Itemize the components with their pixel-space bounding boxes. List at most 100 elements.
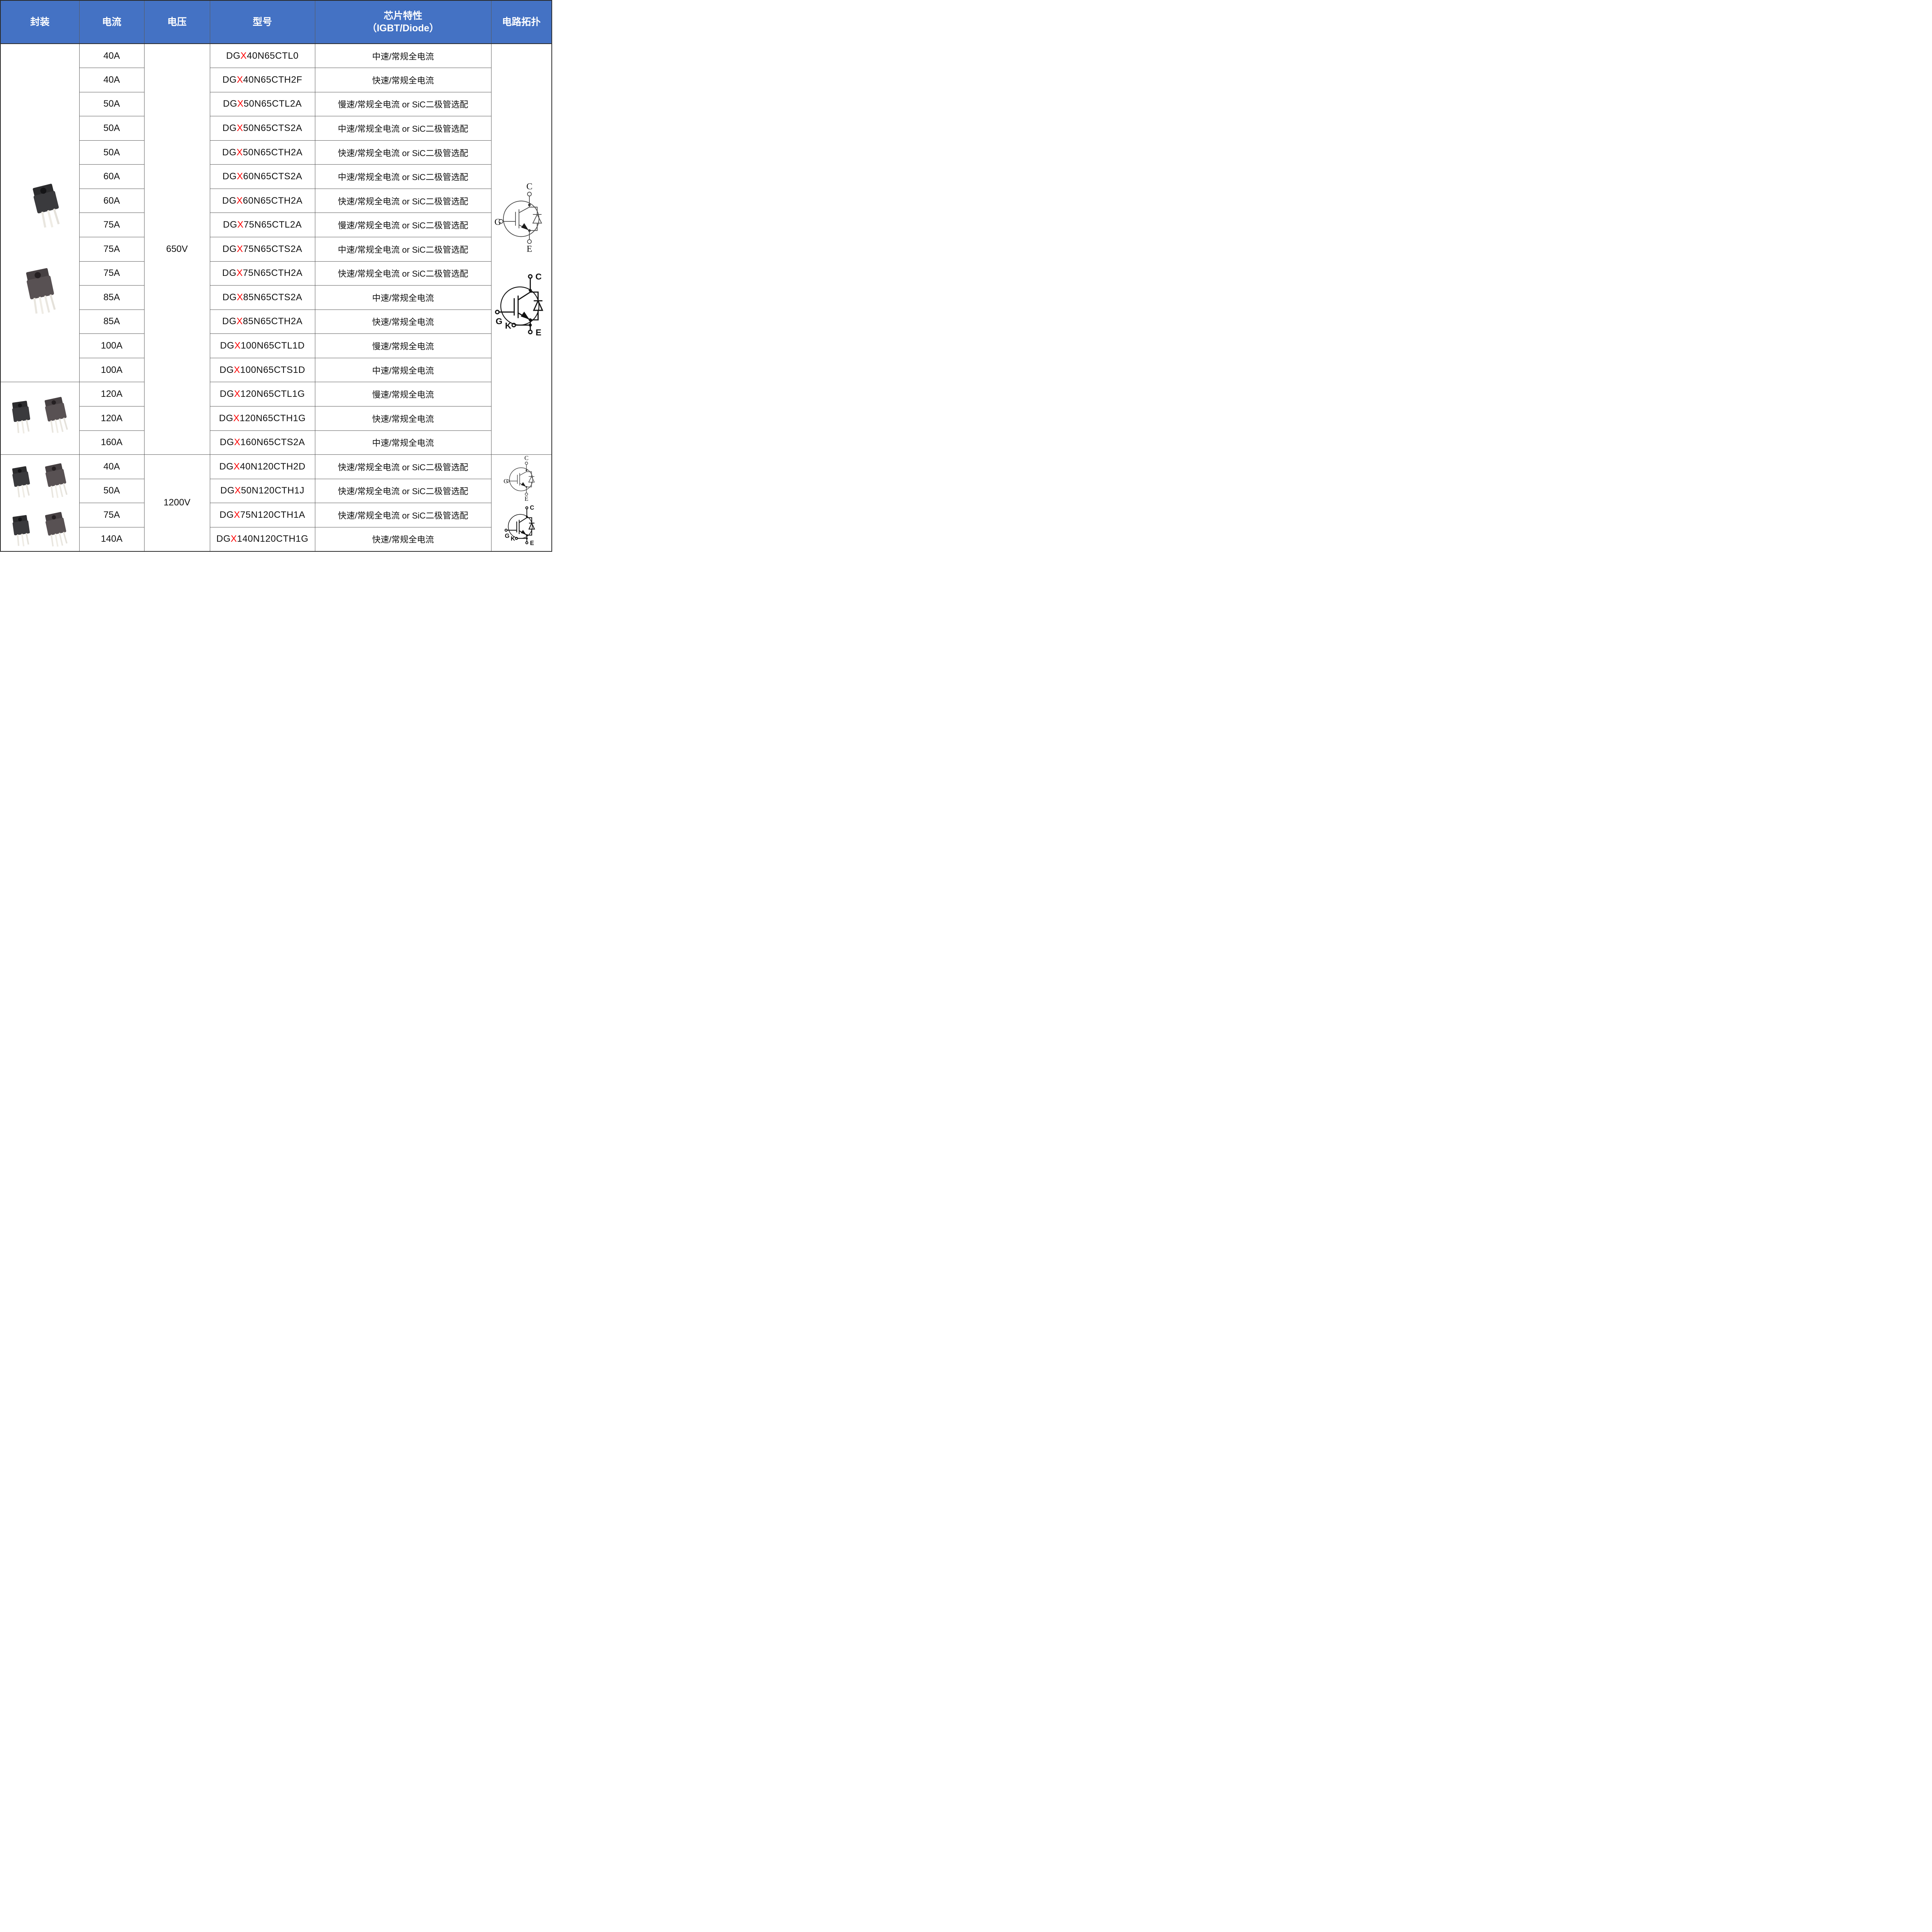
model-prefix: DG <box>223 99 238 109</box>
model-prefix: DG <box>222 292 237 303</box>
to247plus-4lead-package-photo <box>44 397 68 434</box>
to247plus-4lead-package-photo <box>45 463 68 498</box>
model-prefix: DG <box>223 219 238 230</box>
to247-3lead-package-photo <box>32 184 60 228</box>
model-rest: 120N65CTL1G <box>240 389 305 400</box>
model-cell: DGX60N65CTS2A <box>209 164 315 189</box>
model-x-red: X <box>234 389 241 400</box>
model-rest: 75N120CTH1A <box>240 509 305 520</box>
feature-cell: 快速/常规全电流 or SiC二极管选配 <box>315 140 492 165</box>
current-cell: 50A <box>79 116 145 141</box>
current-cell: 100A <box>79 357 145 383</box>
model-cell: DGX85N65CTH2A <box>209 309 315 334</box>
feature-cell: 慢速/常规全电流 or SiC二极管选配 <box>315 213 492 237</box>
model-cell: DGX60N65CTH2A <box>209 188 315 213</box>
model-cell: DGX40N65CTH2F <box>209 68 315 92</box>
terminal-label-c: C <box>535 272 541 281</box>
igbt-product-table: 封装 电流 电压 型号 芯片特性 （IGBT/Diode） 电路拓扑 <box>0 0 552 552</box>
feature-cell: 慢速/常规全电流 <box>315 382 492 406</box>
current-cell: 100A <box>79 333 145 358</box>
model-x-red: X <box>236 195 243 206</box>
model-x-red: X <box>236 268 243 279</box>
table-row: 120A DGX120N65CTH1G 快速/常规全电流 <box>0 406 552 431</box>
model-rest: 40N65CTL0 <box>247 50 299 61</box>
feature-cell: 中速/常规全电流 <box>315 43 492 68</box>
topology-cell-1200v: C G E <box>491 454 552 552</box>
model-prefix: DG <box>216 534 231 544</box>
terminal-label-e: E <box>530 540 534 546</box>
current-cell: 75A <box>79 503 145 527</box>
table-row: 140A DGX140N120CTH1G 快速/常规全电流 <box>0 527 552 552</box>
model-rest: 85N65CTS2A <box>243 292 303 303</box>
to247plus-4lead-package-photo <box>45 512 68 547</box>
model-cell: DGX120N65CTL1G <box>209 382 315 406</box>
current-cell: 40A <box>79 454 145 479</box>
igbt-diode-3pin-symbol: C G E <box>503 456 535 502</box>
header-feature-line2: （IGBT/Diode） <box>367 23 439 34</box>
model-x-red: X <box>234 437 241 448</box>
table-row: 75A DGX75N65CTH2A 快速/常规全电流 or SiC二极管选配 <box>0 261 552 286</box>
terminal-label-g: G <box>495 316 502 326</box>
current-cell: 60A <box>79 164 145 189</box>
model-prefix: DG <box>222 243 237 254</box>
model-x-red: X <box>240 50 247 61</box>
model-x-red: X <box>233 413 240 423</box>
model-x-red: X <box>234 509 240 520</box>
feature-cell: 中速/常规全电流 or SiC二极管选配 <box>315 116 492 141</box>
model-cell: DGX160N65CTS2A <box>209 430 315 455</box>
package-cell-650v-to247 <box>0 43 80 383</box>
table-row: 85A DGX85N65CTS2A 中速/常规全电流 <box>0 285 552 310</box>
feature-cell: 快速/常规全电流 <box>315 309 492 334</box>
model-cell: DGX50N65CTS2A <box>209 116 315 141</box>
model-x-red: X <box>236 292 243 303</box>
model-prefix: DG <box>222 316 237 327</box>
model-prefix: DG <box>220 485 235 496</box>
table-row: 40A 650V DGX40N65CTL0 中速/常规全电流 <box>0 43 552 455</box>
current-cell: 85A <box>79 285 145 310</box>
model-prefix: DG <box>222 268 237 279</box>
terminal-label-c: C <box>524 456 529 462</box>
table-row: 50A DGX50N65CTH2A 快速/常规全电流 or SiC二极管选配 <box>0 140 552 165</box>
current-cell: 160A <box>79 430 145 455</box>
terminal-label-g: G <box>505 533 509 539</box>
model-x-red: X <box>237 219 244 230</box>
model-prefix: DG <box>222 195 237 206</box>
model-x-red: X <box>236 316 243 327</box>
model-cell: DGX75N120CTH1A <box>209 503 315 527</box>
feature-cell: 中速/常规全电流 <box>315 357 492 383</box>
terminal-label-c: C <box>526 182 532 192</box>
terminal-label-c: C <box>530 505 534 511</box>
model-x-red: X <box>237 99 244 109</box>
model-cell: DGX50N120CTH1J <box>209 478 315 503</box>
model-x-red: X <box>233 461 240 472</box>
current-cell: 120A <box>79 406 145 431</box>
model-prefix: DG <box>220 340 235 351</box>
current-cell: 50A <box>79 478 145 503</box>
model-rest: 75N65CTH2A <box>243 268 303 279</box>
terminal-label-g: G <box>503 478 508 485</box>
current-cell: 50A <box>79 92 145 117</box>
header-model: 型号 <box>209 0 315 44</box>
model-rest: 120N65CTH1G <box>240 413 306 423</box>
feature-cell: 慢速/常规全电流 <box>315 333 492 358</box>
feature-cell: 慢速/常规全电流 or SiC二极管选配 <box>315 92 492 117</box>
to247plus-4lead-package-photo <box>26 268 56 314</box>
model-prefix: DG <box>222 147 237 158</box>
model-rest: 60N65CTS2A <box>243 171 303 182</box>
current-cell: 60A <box>79 188 145 213</box>
terminal-label-e: E <box>524 496 528 502</box>
model-x-red: X <box>236 122 243 133</box>
model-x-red: X <box>236 74 243 85</box>
model-prefix: DG <box>219 364 234 375</box>
header-topology: 电路拓扑 <box>491 0 552 44</box>
model-x-red: X <box>236 243 243 254</box>
voltage-value: 1200V <box>163 497 190 508</box>
feature-cell: 快速/常规全电流 or SiC二极管选配 <box>315 454 492 479</box>
feature-cell: 中速/常规全电流 <box>315 430 492 455</box>
feature-cell: 快速/常规全电流 <box>315 406 492 431</box>
current-cell: 75A <box>79 261 145 286</box>
table-row: 160A DGX160N65CTS2A 中速/常规全电流 <box>0 430 552 455</box>
model-cell: DGX40N65CTL0 <box>209 43 315 68</box>
terminal-label-g: G <box>494 217 501 227</box>
model-rest: 40N65CTH2F <box>243 74 303 85</box>
